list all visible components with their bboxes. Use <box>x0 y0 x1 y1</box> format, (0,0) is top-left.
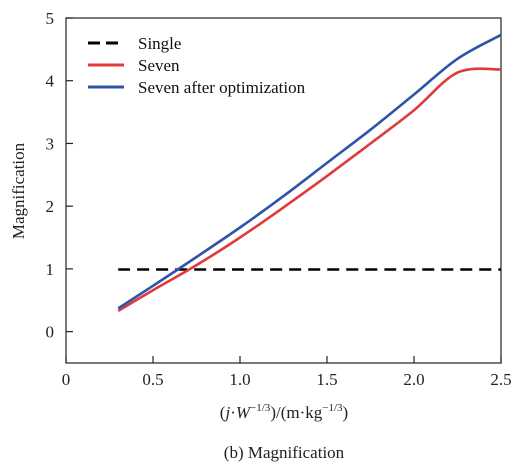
x-label-w: W <box>236 403 252 422</box>
x-tick-label: 0 <box>62 370 71 389</box>
legend-label-seven: Seven <box>138 56 180 75</box>
y-axis-ticks: 0 1 2 3 4 5 <box>46 9 73 342</box>
y-tick-label: 2 <box>46 197 55 216</box>
x-tick-label: 1.5 <box>316 370 337 389</box>
plot-frame <box>65 17 502 364</box>
x-label-dot: · <box>230 403 236 422</box>
x-axis-ticks: 0 0.5 1.0 1.5 2.0 2.5 <box>62 356 512 389</box>
y-tick-label: 4 <box>46 72 55 91</box>
x-label-prefix: ( <box>220 403 226 422</box>
x-label-mid: )/(m·kg <box>270 403 322 422</box>
x-tick-label: 1.0 <box>229 370 250 389</box>
legend: Single Seven Seven after optimization <box>88 34 306 97</box>
x-tick-label: 0.5 <box>142 370 163 389</box>
y-tick-label: 3 <box>46 134 55 153</box>
y-axis-label: Magnification <box>9 142 28 239</box>
x-tick-label: 2.0 <box>403 370 424 389</box>
x-axis-label: (j·W−1/3)/(m·kg−1/3) <box>220 402 348 422</box>
chart-caption: (b) Magnification <box>224 443 345 462</box>
series-layer <box>117 33 502 313</box>
y-tick-label: 1 <box>46 260 55 279</box>
legend-label-seven-optimized: Seven after optimization <box>138 78 306 97</box>
y-tick-label: 0 <box>46 323 55 342</box>
x-tick-label: 2.5 <box>490 370 511 389</box>
legend-label-single: Single <box>138 34 181 53</box>
y-tick-label: 5 <box>46 9 55 28</box>
series-line-seven <box>117 67 502 313</box>
x-label-sup1: −1/3 <box>250 402 271 414</box>
x-label-suffix: ) <box>343 403 349 422</box>
x-label-j: j <box>223 403 230 422</box>
x-label-sup2: −1/3 <box>322 402 343 414</box>
series-line-seven-optimized <box>117 33 502 310</box>
